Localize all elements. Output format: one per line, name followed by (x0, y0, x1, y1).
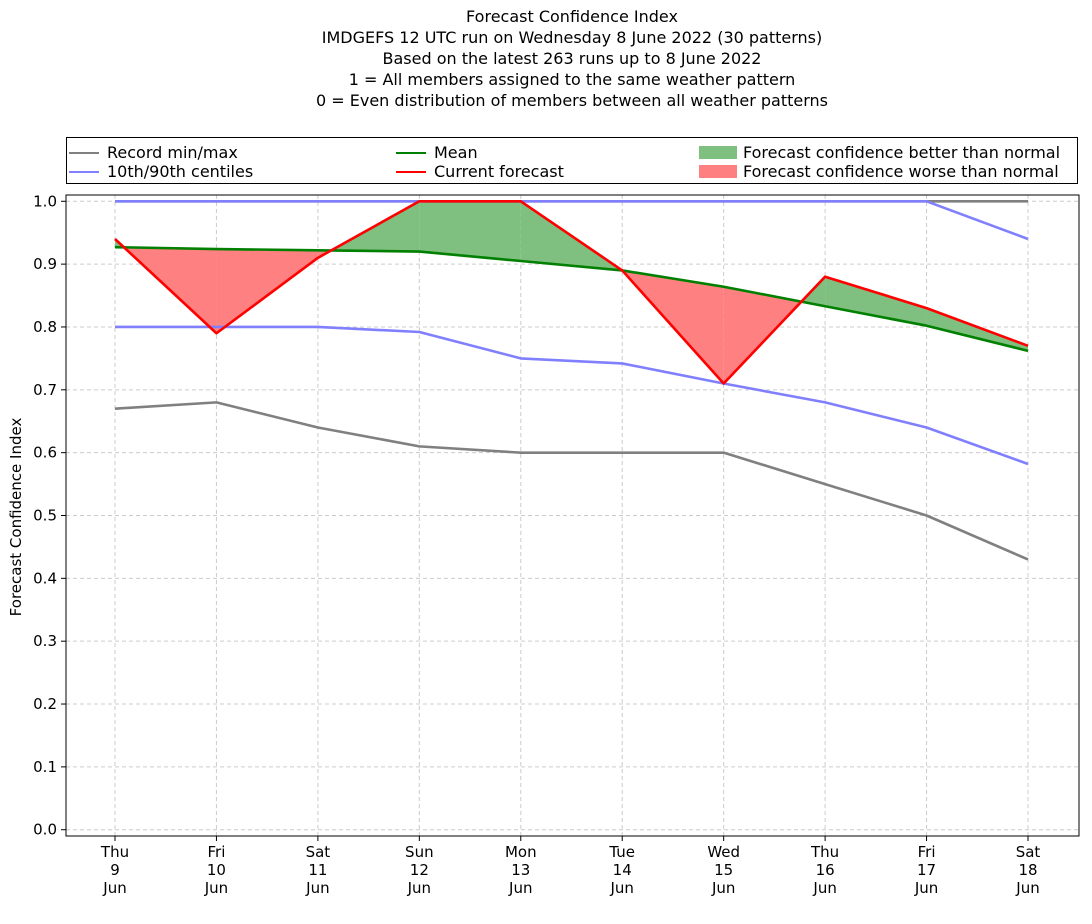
centile-90-line (115, 199, 1029, 241)
x-tick-label: Jun (508, 879, 532, 897)
legend-mean-line-icon (396, 151, 426, 154)
x-tick-label: Jun (711, 879, 735, 897)
legend: Record min/max 10th/90th centiles Mean C… (66, 137, 1078, 184)
y-tick-label: 0.0 (33, 821, 57, 839)
x-tick-label: Sat (306, 843, 331, 861)
x-tick-label: Sun (405, 843, 434, 861)
record-min-line (114, 401, 1029, 561)
x-tick-label: 10 (207, 861, 226, 879)
x-tick-label: 16 (816, 861, 835, 879)
worse-than-normal-area (216, 249, 318, 334)
legend-centiles-label: 10th/90th centiles (107, 162, 254, 181)
x-tick-label: Jun (102, 879, 126, 897)
legend-item-better: Forecast confidence better than normal (699, 143, 1060, 162)
y-tick-label: 0.9 (33, 255, 57, 273)
legend-record-line-icon (69, 151, 99, 154)
x-tick-label: 14 (613, 861, 632, 879)
title-line: Forecast Confidence Index (466, 7, 678, 26)
x-tick-label: Fri (918, 843, 936, 861)
legend-item-record: Record min/max (69, 143, 238, 162)
y-tick-label: 0.1 (33, 758, 57, 776)
x-tick-label: 17 (917, 861, 936, 879)
confidence-fill (115, 201, 1028, 384)
y-tick-label: 0.5 (33, 507, 57, 525)
y-tick-label: 1.0 (33, 192, 57, 210)
x-tick-label: 12 (410, 861, 429, 879)
x-tick-label: Jun (407, 879, 431, 897)
legend-current-line-icon (396, 170, 426, 173)
legend-item-centiles: 10th/90th centiles (69, 162, 253, 181)
centile-10-line (115, 325, 1029, 466)
x-tick-label: Mon (505, 843, 537, 861)
x-tick-label: Fri (208, 843, 226, 861)
x-tick-label: Jun (914, 879, 938, 897)
x-tick-label: 15 (714, 861, 733, 879)
x-tick-label: 18 (1018, 861, 1037, 879)
title-line: 0 = Even distribution of members between… (315, 91, 829, 110)
y-tick-label: 0.2 (33, 695, 57, 713)
legend-current-label: Current forecast (434, 162, 564, 181)
x-tick-label: 13 (511, 861, 530, 879)
x-tick-label: Jun (1015, 879, 1039, 897)
axis-ticks: 0.00.10.20.30.40.50.60.70.80.91.0Thu9Jun… (33, 192, 1040, 897)
title-line: Based on the latest 263 runs up to 8 Jun… (382, 49, 762, 68)
worse-than-normal-area (723, 286, 802, 384)
x-tick-label: 11 (308, 861, 327, 879)
series-lines (114, 199, 1029, 561)
legend-item-current: Current forecast (396, 162, 564, 181)
y-tick-label: 0.8 (33, 318, 57, 336)
legend-mean-label: Mean (434, 143, 478, 162)
title-line: 1 = All members assigned to the same wea… (348, 70, 796, 89)
better-than-normal-area (419, 201, 521, 261)
y-tick-label: 0.4 (33, 569, 57, 587)
x-tick-label: Jun (812, 879, 836, 897)
x-tick-label: Jun (610, 879, 634, 897)
better-than-normal-area (825, 276, 927, 326)
title-line: IMDGEFS 12 UTC run on Wednesday 8 June 2… (321, 28, 823, 47)
x-tick-label: 9 (110, 861, 120, 879)
x-tick-label: Jun (204, 879, 228, 897)
x-tick-label: Thu (810, 843, 839, 861)
legend-item-worse: Forecast confidence worse than normal (699, 162, 1059, 181)
y-tick-label: 0.7 (33, 381, 57, 399)
legend-record-label: Record min/max (107, 143, 238, 162)
legend-better-label: Forecast confidence better than normal (743, 143, 1061, 162)
y-tick-label: 0.3 (33, 632, 57, 650)
current-forecast-line (114, 199, 1029, 385)
y-tick-label: 0.6 (33, 444, 57, 462)
x-tick-label: Thu (100, 843, 129, 861)
x-tick-label: Jun (305, 879, 329, 897)
mean-line (114, 245, 1029, 353)
x-tick-label: Wed (707, 843, 740, 861)
x-tick-label: Sat (1016, 843, 1041, 861)
legend-item-mean: Mean (396, 143, 478, 162)
x-tick-label: Tue (608, 843, 635, 861)
chart-title: Forecast Confidence Index IMDGEFS 12 UTC… (0, 6, 1092, 111)
legend-worse-patch-icon (699, 165, 737, 178)
legend-centiles-line-icon (69, 170, 99, 173)
legend-better-patch-icon (699, 146, 737, 159)
legend-worse-label: Forecast confidence worse than normal (743, 162, 1059, 181)
y-axis-label: Forecast Confidence Index (7, 418, 25, 617)
